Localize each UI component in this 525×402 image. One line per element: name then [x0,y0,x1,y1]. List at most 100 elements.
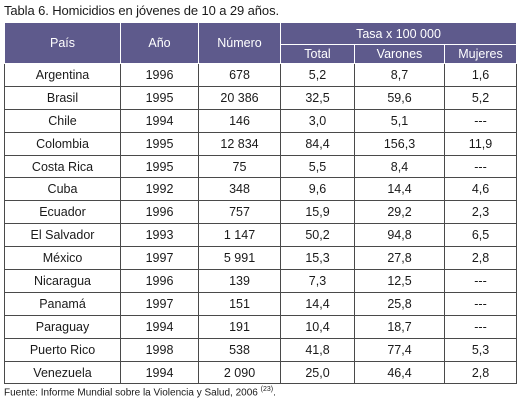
cell-varones: 46,4 [354,360,445,385]
cell-anio: 1997 [120,246,199,271]
cell-anio: 1996 [120,269,199,293]
cell-varones: 14,4 [354,177,445,202]
cell-numero: 20 386 [198,85,281,110]
cell-total: 3,0 [280,108,355,133]
cell-varones: 8,7 [354,63,445,87]
cell-mujeres: 5,3 [443,337,518,362]
cell-numero: 348 [198,177,281,202]
cell-anio: 1996 [120,200,199,225]
cell-total: 15,9 [280,200,355,225]
cell-mujeres: --- [443,269,518,293]
cell-pais: Ecuador [4,200,121,225]
cell-pais: Venezuela [4,360,121,385]
cell-mujeres: 2,3 [443,200,518,225]
table-body: Argentina 1996 678 5,2 8,7 1,6 Brasil 1995 20 38… [4,63,518,385]
header-varones: Varones [354,44,445,64]
table-row: Argentina 1996 678 5,2 8,7 1,6 [4,63,518,87]
cell-mujeres: --- [443,314,518,339]
cell-pais: Nicaragua [4,269,121,293]
cell-varones: 77,4 [354,337,445,362]
cell-numero: 5 991 [198,246,281,271]
cell-numero: 151 [198,291,281,316]
table-row: México 1997 5 991 15,3 27,8 2,8 [4,246,518,271]
cell-mujeres: 1,6 [443,63,518,87]
cell-varones: 18,7 [354,314,445,339]
cell-pais: Puerto Rico [4,337,121,362]
cell-anio: 1993 [120,223,199,248]
homicide-table: País Año Número Tasa x 100 000 Total Var… [4,22,518,385]
table-row: Costa Rica 1995 75 5,5 8,4 --- [4,154,518,179]
table-header: País Año Número Tasa x 100 000 Total Var… [4,22,518,64]
cell-mujeres: 11,9 [443,131,518,156]
table-row: Brasil 1995 20 386 32,5 59,6 5,2 [4,85,518,110]
cell-mujeres: --- [443,291,518,316]
cell-numero: 75 [198,154,281,179]
table-row: Paraguay 1994 191 10,4 18,7 --- [4,314,518,339]
cell-pais: El Salvador [4,223,121,248]
cell-mujeres: 2,8 [443,246,518,271]
table-row: Panamá 1997 151 14,4 25,8 --- [4,291,518,316]
header-mujeres: Mujeres [443,44,518,64]
cell-total: 9,6 [280,177,355,202]
source-reference: (23) [260,386,274,393]
cell-total: 25,0 [280,360,355,385]
cell-numero: 146 [198,108,281,133]
cell-pais: Brasil [4,85,121,110]
header-total: Total [280,44,355,64]
cell-mujeres: 2,8 [443,360,518,385]
header-tasa: Tasa x 100 000 [279,22,518,45]
homicide-table-container: País Año Número Tasa x 100 000 Total Var… [4,22,518,385]
cell-total: 5,5 [280,154,355,179]
cell-numero: 757 [198,200,281,225]
table-row: Colombia 1995 12 834 84,4 156,3 11,9 [4,131,518,156]
cell-anio: 1997 [120,291,199,316]
header-numero: Número [198,22,281,64]
table-row: Nicaragua 1996 139 7,3 12,5 --- [4,269,518,293]
cell-mujeres: --- [443,108,518,133]
table-row: Puerto Rico 1998 538 41,8 77,4 5,3 [4,337,518,362]
cell-varones: 59,6 [354,85,445,110]
cell-anio: 1995 [120,85,199,110]
cell-total: 32,5 [280,85,355,110]
cell-anio: 1995 [120,154,199,179]
cell-anio: 1994 [120,314,199,339]
cell-anio: 1994 [120,360,199,385]
cell-pais: México [4,246,121,271]
cell-mujeres: 4,6 [443,177,518,202]
table-row: Chile 1994 146 3,0 5,1 --- [4,108,518,133]
header-anio: Año [120,22,199,64]
cell-mujeres: 6,5 [443,223,518,248]
cell-mujeres: 5,2 [443,85,518,110]
table-row: El Salvador 1993 1 147 50,2 94,8 6,5 [4,223,518,248]
table-row: Venezuela 1994 2 090 25,0 46,4 2,8 [4,360,518,385]
cell-pais: Paraguay [4,314,121,339]
cell-numero: 139 [198,269,281,293]
cell-anio: 1994 [120,108,199,133]
cell-numero: 678 [198,63,281,87]
source-end: . [273,387,276,399]
cell-pais: Costa Rica [4,154,121,179]
cell-pais: Cuba [4,177,121,202]
cell-varones: 8,4 [354,154,445,179]
table-row: Cuba 1992 348 9,6 14,4 4,6 [4,177,518,202]
header-pais: País [4,22,121,64]
cell-numero: 2 090 [198,360,281,385]
cell-varones: 25,8 [354,291,445,316]
cell-numero: 191 [198,314,281,339]
cell-total: 15,3 [280,246,355,271]
cell-anio: 1998 [120,337,199,362]
cell-anio: 1996 [120,63,199,87]
cell-total: 5,2 [280,63,355,87]
cell-pais: Colombia [4,131,121,156]
cell-numero: 1 147 [198,223,281,248]
cell-total: 84,4 [280,131,355,156]
cell-varones: 156,3 [354,131,445,156]
cell-mujeres: --- [443,154,518,179]
cell-varones: 29,2 [354,200,445,225]
cell-varones: 94,8 [354,223,445,248]
cell-varones: 12,5 [354,269,445,293]
cell-varones: 5,1 [354,108,445,133]
cell-total: 14,4 [280,291,355,316]
cell-varones: 27,8 [354,246,445,271]
cell-pais: Panamá [4,291,121,316]
